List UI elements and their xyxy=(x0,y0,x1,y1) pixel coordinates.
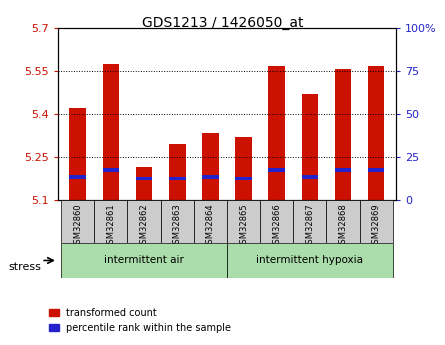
Bar xyxy=(103,63,119,200)
FancyBboxPatch shape xyxy=(61,200,94,243)
Text: GSM32860: GSM32860 xyxy=(73,204,82,249)
Bar xyxy=(69,175,86,179)
Text: stress: stress xyxy=(9,263,42,272)
Bar xyxy=(169,144,186,200)
Text: GSM32869: GSM32869 xyxy=(372,204,380,249)
FancyBboxPatch shape xyxy=(61,243,227,278)
Text: intermittent hypoxia: intermittent hypoxia xyxy=(256,256,363,265)
FancyBboxPatch shape xyxy=(260,200,293,243)
Text: GSM32863: GSM32863 xyxy=(173,204,182,249)
Bar xyxy=(136,177,152,180)
Bar xyxy=(202,132,218,200)
Bar xyxy=(235,177,252,180)
Text: GSM32862: GSM32862 xyxy=(140,204,149,249)
Bar xyxy=(69,108,86,200)
Bar xyxy=(302,94,318,200)
Text: GSM32861: GSM32861 xyxy=(106,204,115,249)
Bar xyxy=(268,168,285,172)
Text: GDS1213 / 1426050_at: GDS1213 / 1426050_at xyxy=(142,16,303,30)
Bar xyxy=(368,66,384,200)
FancyBboxPatch shape xyxy=(127,200,161,243)
Text: GSM32867: GSM32867 xyxy=(305,204,314,249)
FancyBboxPatch shape xyxy=(161,200,194,243)
FancyBboxPatch shape xyxy=(360,200,393,243)
FancyBboxPatch shape xyxy=(227,243,393,278)
Bar xyxy=(302,175,318,179)
Bar xyxy=(136,167,152,200)
FancyBboxPatch shape xyxy=(94,200,127,243)
Bar xyxy=(335,69,351,200)
Text: GSM32868: GSM32868 xyxy=(339,204,348,249)
Text: GSM32865: GSM32865 xyxy=(239,204,248,249)
Bar xyxy=(368,168,384,172)
Text: GSM32866: GSM32866 xyxy=(272,204,281,249)
Bar xyxy=(103,168,119,172)
Bar xyxy=(235,137,252,200)
Bar xyxy=(335,168,351,172)
Bar xyxy=(169,177,186,180)
Bar xyxy=(268,66,285,200)
FancyBboxPatch shape xyxy=(194,200,227,243)
FancyBboxPatch shape xyxy=(227,200,260,243)
FancyBboxPatch shape xyxy=(327,200,360,243)
Text: GSM32864: GSM32864 xyxy=(206,204,215,249)
Legend: transformed count, percentile rank within the sample: transformed count, percentile rank withi… xyxy=(45,304,235,337)
FancyBboxPatch shape xyxy=(293,200,327,243)
Text: intermittent air: intermittent air xyxy=(104,256,184,265)
Bar xyxy=(202,175,218,179)
